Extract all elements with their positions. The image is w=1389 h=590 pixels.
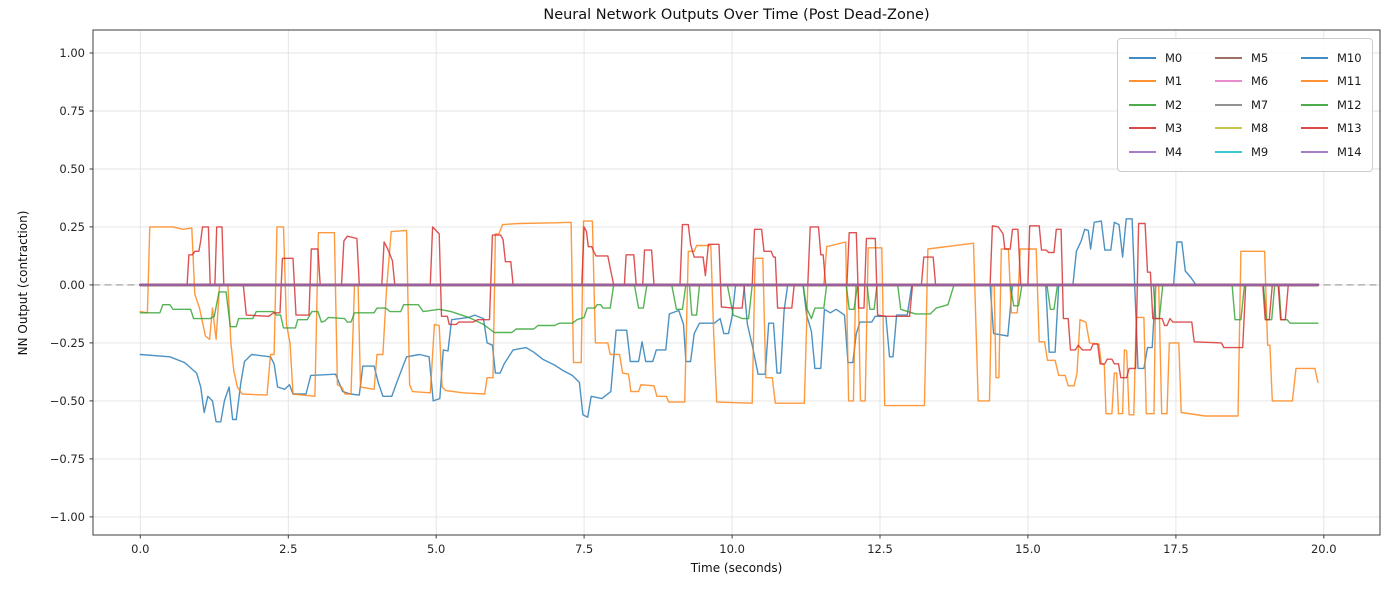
series-line-M3 xyxy=(139,222,1319,379)
x-tick-label: 2.5 xyxy=(279,542,297,556)
legend: M0 M1 M2 M3 M4 M5 M6 M7 M8 M9 M10 M11 M12 M13 M14 xyxy=(1117,38,1373,172)
legend-line-swatch xyxy=(1129,127,1156,130)
x-axis-label: Time (seconds) xyxy=(690,561,783,575)
x-tick-label: 20.0 xyxy=(1311,542,1337,556)
legend-item-m11: M11 xyxy=(1301,74,1363,88)
x-tick-label: 12.5 xyxy=(867,542,893,556)
legend-item-m7: M7 xyxy=(1215,98,1277,112)
legend-item-m4: M4 xyxy=(1129,145,1191,159)
legend-line-swatch xyxy=(1129,150,1156,153)
legend-item-m14: M14 xyxy=(1301,145,1363,159)
legend-label: M4 xyxy=(1165,144,1183,159)
legend-label: M9 xyxy=(1251,144,1269,159)
legend-item-m6: M6 xyxy=(1215,74,1277,88)
legend-item-m8: M8 xyxy=(1215,121,1277,135)
legend-line-swatch xyxy=(1215,103,1242,106)
y-tick-label: −0.25 xyxy=(50,336,85,350)
x-tick-label: 5.0 xyxy=(427,542,445,556)
x-tick-label: 7.5 xyxy=(575,542,593,556)
legend-label: M6 xyxy=(1251,74,1269,89)
legend-line-swatch xyxy=(1129,80,1156,83)
legend-label: M1 xyxy=(1165,74,1183,89)
chart-title: Neural Network Outputs Over Time (Post D… xyxy=(543,7,930,23)
legend-line-swatch xyxy=(1215,150,1242,153)
legend-label: M0 xyxy=(1165,50,1183,65)
legend-label: M8 xyxy=(1251,121,1269,136)
legend-label: M5 xyxy=(1251,50,1269,65)
legend-line-swatch xyxy=(1301,103,1328,106)
legend-label: M7 xyxy=(1251,97,1269,112)
y-tick-label: 0.75 xyxy=(59,104,85,118)
y-tick-label: −0.50 xyxy=(50,394,85,408)
legend-label: M2 xyxy=(1165,97,1183,112)
y-axis-label: NN Output (contraction) xyxy=(16,210,30,356)
y-tick-label: 0.50 xyxy=(59,162,85,176)
y-tick-label: −0.75 xyxy=(50,452,85,466)
legend-line-swatch xyxy=(1301,80,1328,83)
legend-line-swatch xyxy=(1301,127,1328,130)
legend-line-swatch xyxy=(1301,56,1328,59)
legend-line-swatch xyxy=(1301,150,1328,153)
x-tick-label: 10.0 xyxy=(719,542,745,556)
legend-item-m9: M9 xyxy=(1215,145,1277,159)
legend-item-m2: M2 xyxy=(1129,98,1191,112)
legend-line-swatch xyxy=(1129,56,1156,59)
legend-label: M14 xyxy=(1337,144,1362,159)
legend-label: M12 xyxy=(1337,97,1362,112)
axes-border xyxy=(92,29,1381,536)
legend-item-m5: M5 xyxy=(1215,51,1277,65)
series-line-M0 xyxy=(139,218,1319,423)
x-tick-label: 0.0 xyxy=(131,542,149,556)
legend-line-swatch xyxy=(1215,56,1242,59)
x-tick-label: 15.0 xyxy=(1015,542,1041,556)
legend-item-m10: M10 xyxy=(1301,51,1363,65)
legend-item-m12: M12 xyxy=(1301,98,1363,112)
y-tick-label: 0.25 xyxy=(59,220,85,234)
legend-item-m1: M1 xyxy=(1129,74,1191,88)
y-tick-label: 0.00 xyxy=(59,278,85,292)
legend-label: M10 xyxy=(1337,50,1362,65)
series-line-M1 xyxy=(139,220,1319,417)
legend-label: M3 xyxy=(1165,121,1183,136)
y-tick-label: 1.00 xyxy=(59,46,85,60)
legend-item-m0: M0 xyxy=(1129,51,1191,65)
legend-line-swatch xyxy=(1215,127,1242,130)
legend-label: M13 xyxy=(1337,121,1362,136)
legend-item-m13: M13 xyxy=(1301,121,1363,135)
x-tick-label: 17.5 xyxy=(1163,542,1189,556)
y-tick-label: −1.00 xyxy=(50,510,85,524)
legend-line-swatch xyxy=(1215,80,1242,83)
legend-item-m3: M3 xyxy=(1129,121,1191,135)
legend-line-swatch xyxy=(1129,103,1156,106)
legend-label: M11 xyxy=(1337,74,1362,89)
